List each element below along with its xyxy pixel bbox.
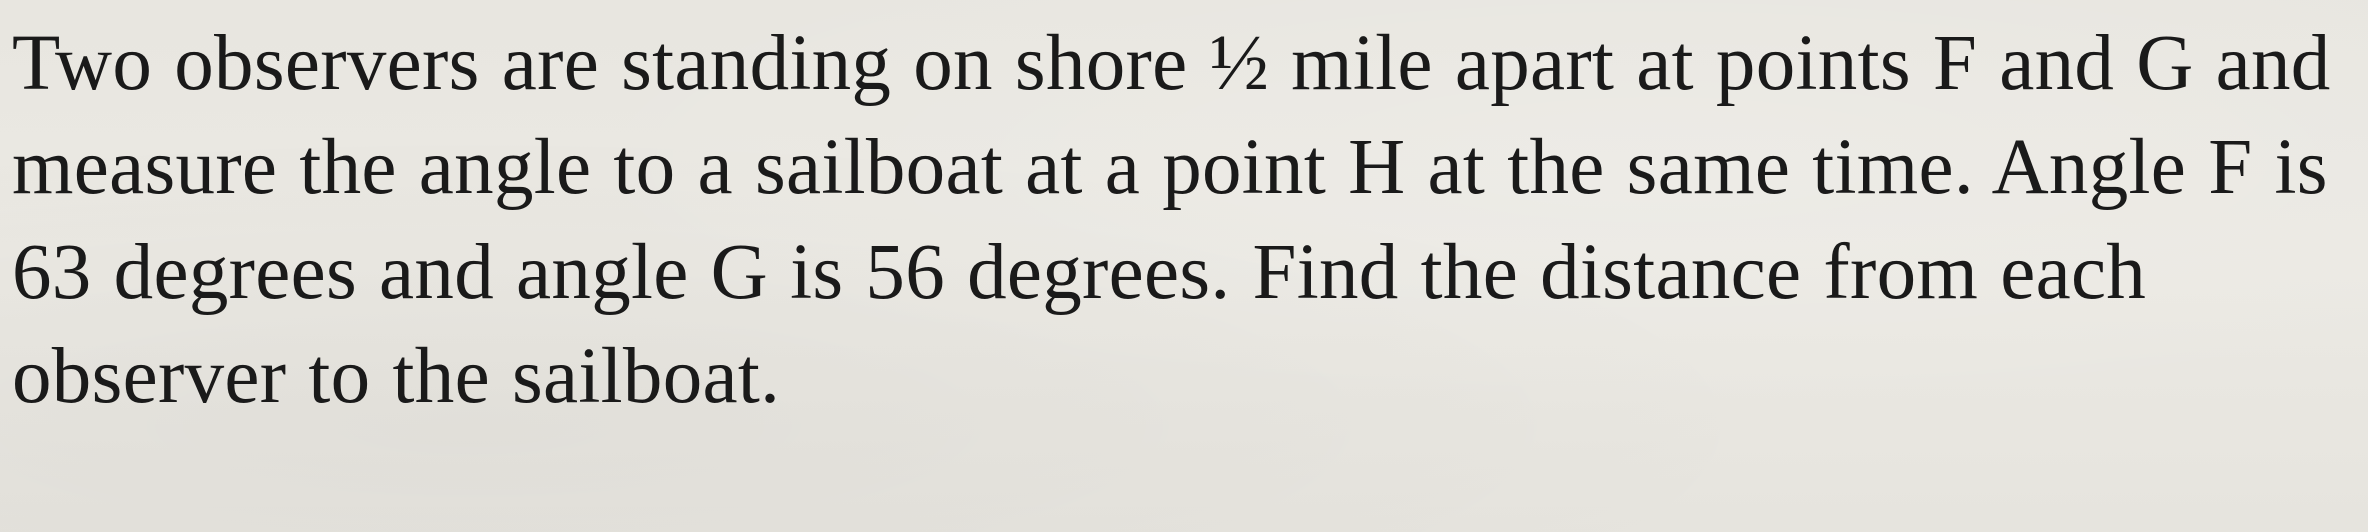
problem-text: Two observers are standing on shore ½ mi… xyxy=(12,12,2368,429)
